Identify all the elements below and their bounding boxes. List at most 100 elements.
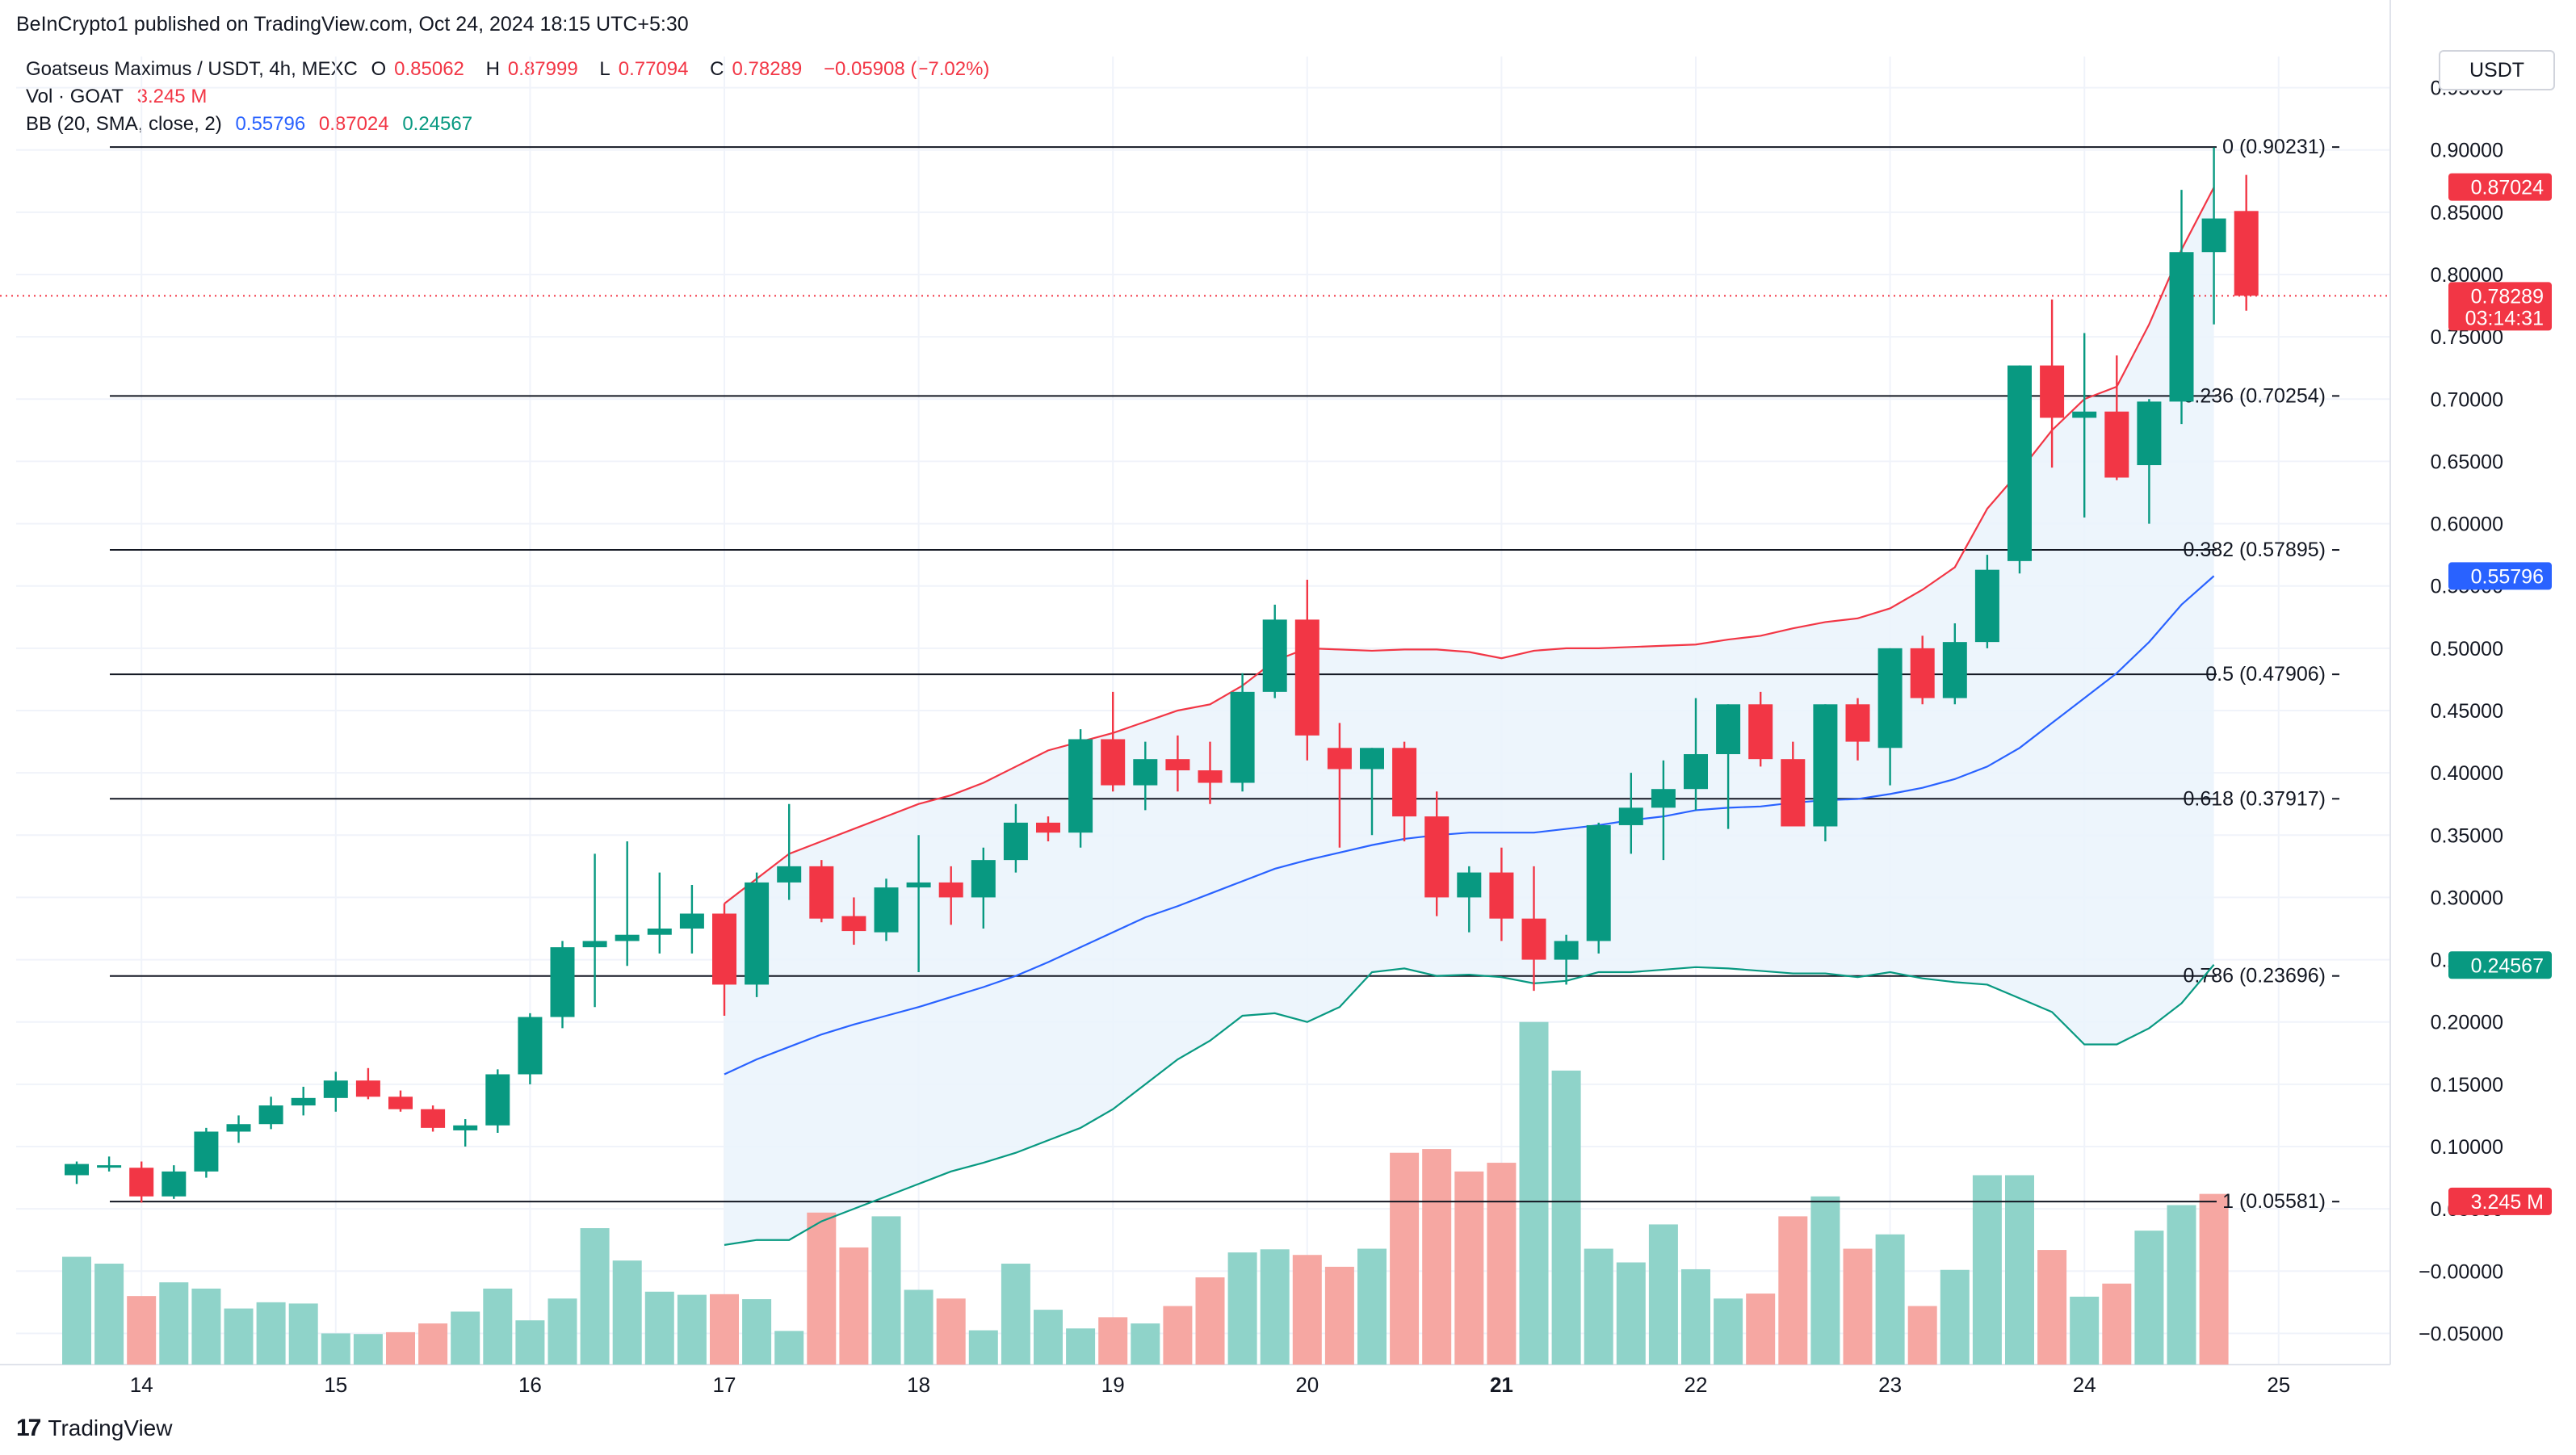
candle-body bbox=[971, 860, 996, 898]
candle-body bbox=[582, 941, 607, 948]
volume-bar bbox=[1422, 1149, 1452, 1365]
volume-legend[interactable]: Vol · GOAT 3.245 M bbox=[26, 86, 215, 108]
volume-bar bbox=[321, 1333, 350, 1365]
volume-bar bbox=[418, 1323, 448, 1365]
volume-bar bbox=[548, 1298, 577, 1365]
ohlc-high: H 0.87999 bbox=[485, 58, 578, 80]
tradingview-logo[interactable]: 17 TradingView bbox=[16, 1415, 172, 1442]
bollinger-upper-line bbox=[724, 187, 2215, 905]
candle-body bbox=[841, 916, 866, 932]
candle-body bbox=[1489, 872, 1514, 919]
candle-body bbox=[518, 1017, 543, 1075]
volume-bar bbox=[612, 1260, 642, 1365]
volume-bar bbox=[127, 1296, 157, 1365]
volume-bar bbox=[2134, 1231, 2164, 1365]
time-axis-label: 24 bbox=[2073, 1373, 2096, 1397]
symbol-title[interactable]: Goatseus Maximus / USDT, 4h, MEXC bbox=[26, 58, 358, 80]
fib-level-label: 0.786 (0.23696) bbox=[2183, 965, 2326, 987]
bollinger-basis-value: 0.55796 bbox=[235, 113, 306, 135]
price-tag bbox=[2448, 173, 2552, 201]
volume-bar bbox=[386, 1331, 415, 1365]
volume-bar bbox=[1778, 1216, 1808, 1365]
time-axis-label: 16 bbox=[518, 1373, 542, 1397]
candle-body bbox=[1424, 816, 1450, 898]
candle-body bbox=[1133, 759, 1158, 786]
volume-bar bbox=[936, 1298, 966, 1365]
candle-body bbox=[1974, 569, 1999, 643]
volume-bar bbox=[1098, 1317, 1128, 1365]
candle-body bbox=[1748, 704, 1773, 760]
tradingview-brand: TradingView bbox=[48, 1415, 173, 1440]
candle-body bbox=[485, 1074, 510, 1126]
fib-level-label: 0.618 (0.37917) bbox=[2183, 787, 2326, 810]
candle-body bbox=[1068, 739, 1093, 833]
currency-button[interactable]: USDT bbox=[2439, 50, 2555, 90]
time-axis-label: 20 bbox=[1295, 1373, 1319, 1397]
candle-body bbox=[162, 1171, 187, 1197]
fib-level-label: 0.5 (0.47906) bbox=[2205, 663, 2326, 686]
tradingview-logo-icon: 17 bbox=[16, 1415, 41, 1441]
candle-body bbox=[355, 1080, 380, 1097]
candle-body bbox=[2234, 211, 2259, 296]
volume-bar bbox=[2005, 1175, 2034, 1365]
price-tag-label: 0.24567 bbox=[2471, 954, 2544, 977]
volume-bar bbox=[256, 1302, 286, 1365]
candle-body bbox=[1942, 642, 1967, 698]
candle-body bbox=[1716, 704, 1741, 754]
candle-body bbox=[1586, 824, 1611, 941]
ohlc-close: C 0.78289 bbox=[710, 58, 803, 80]
candle-body bbox=[1684, 754, 1708, 790]
candle-body bbox=[1327, 748, 1352, 769]
volume-bar bbox=[968, 1330, 998, 1365]
price-axis-label: 0.35000 bbox=[2431, 824, 2503, 847]
volume-bar bbox=[1843, 1248, 1873, 1365]
volume-bar bbox=[1584, 1248, 1613, 1365]
price-axis-label: 0.85000 bbox=[2431, 202, 2503, 224]
candle-body bbox=[2169, 252, 2194, 402]
volume-bar bbox=[353, 1334, 383, 1365]
volume-bar bbox=[2070, 1296, 2100, 1365]
price-tag bbox=[2448, 1187, 2552, 1215]
volume-bar bbox=[742, 1299, 772, 1365]
price-tag-label: 0.78289 bbox=[2471, 285, 2544, 308]
volume-bar bbox=[2037, 1250, 2067, 1365]
volume-bar bbox=[1066, 1328, 1096, 1365]
volume-bar bbox=[2102, 1283, 2132, 1365]
volume-bar bbox=[1195, 1277, 1225, 1365]
volume-bar bbox=[515, 1320, 545, 1365]
volume-bar bbox=[774, 1331, 804, 1365]
price-axis-label: 0.30000 bbox=[2431, 887, 2503, 909]
volume-bar bbox=[1324, 1266, 1354, 1365]
candle-body bbox=[1165, 759, 1190, 771]
candle-body bbox=[2008, 365, 2032, 561]
volume-bar bbox=[1487, 1163, 1517, 1365]
volume-bar bbox=[1551, 1070, 1581, 1365]
candle-body bbox=[1457, 872, 1482, 898]
price-axis-label: 0.70000 bbox=[2431, 388, 2503, 411]
candle-body bbox=[874, 887, 899, 933]
volume-bar bbox=[1390, 1152, 1420, 1365]
volume-bar bbox=[1714, 1298, 1743, 1365]
fib-level-label: 0.382 (0.57895) bbox=[2183, 539, 2326, 561]
time-axis-label: 15 bbox=[324, 1373, 347, 1397]
ohlc-change: −0.05908 (−7.02%) bbox=[823, 58, 990, 80]
candle-body bbox=[1618, 807, 1643, 825]
volume-bar bbox=[1940, 1269, 1970, 1365]
volume-bar bbox=[710, 1294, 739, 1365]
price-axis-label: 0.40000 bbox=[2431, 762, 2503, 785]
price-axis-label: −0.00000 bbox=[2419, 1260, 2503, 1283]
time-axis-label: 21 bbox=[1490, 1373, 1513, 1397]
volume-bar bbox=[1681, 1268, 1710, 1365]
volume-bar bbox=[580, 1228, 610, 1365]
time-axis-label: 19 bbox=[1101, 1373, 1125, 1397]
volume-bar bbox=[839, 1247, 869, 1365]
candle-body bbox=[2201, 218, 2226, 253]
candle-body bbox=[129, 1168, 154, 1197]
bollinger-legend[interactable]: BB (20, SMA, close, 2) 0.55796 0.87024 0… bbox=[26, 113, 480, 136]
fib-level-label: 1 (0.05581) bbox=[2222, 1190, 2326, 1213]
price-axis-label: 0.65000 bbox=[2431, 451, 2503, 473]
volume-bar bbox=[644, 1291, 674, 1365]
ohlc-open: O 0.85062 bbox=[371, 58, 464, 80]
volume-bar bbox=[483, 1288, 513, 1365]
